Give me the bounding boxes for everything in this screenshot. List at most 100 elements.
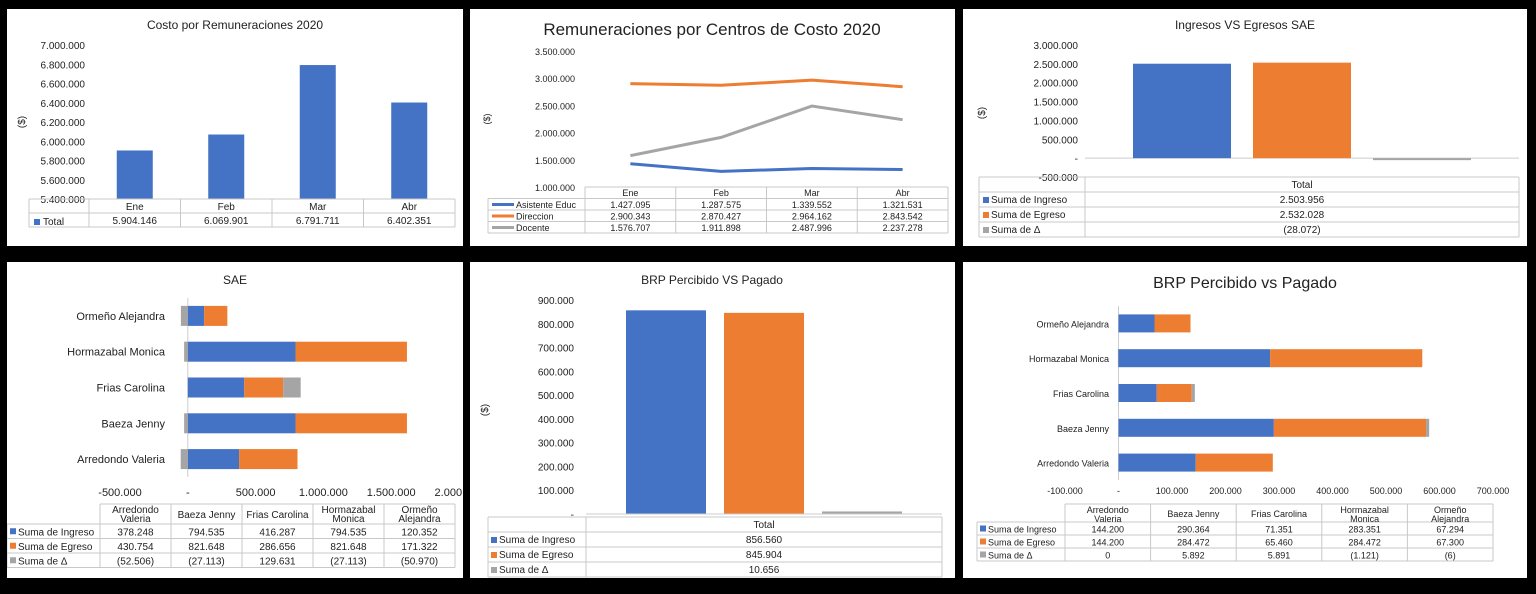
legend-label: Suma de Egreso: [988, 538, 1055, 548]
category-label: Mar: [804, 188, 820, 198]
category-header: Hormazabal: [1340, 505, 1389, 515]
table-cell: 2.532.028: [1280, 210, 1325, 221]
x-tick-label: 200.000: [1209, 486, 1242, 496]
table-cell: 821.648: [330, 542, 367, 553]
table-cell: 144.200: [1092, 538, 1125, 548]
table-cell: 1.576.707: [610, 223, 650, 233]
category-label: Baeza Jenny: [101, 418, 165, 430]
x-tick-label: 2.000.000: [435, 487, 463, 499]
bar: [180, 449, 188, 470]
chart-title: Costo por Remuneraciones 2020: [147, 18, 323, 32]
table-cell: 6.402.351: [387, 216, 432, 227]
x-tick-label: 600.000: [1423, 486, 1456, 496]
table-cell: 5.891: [1268, 551, 1291, 561]
legend-key: [491, 537, 497, 543]
table-cell: 5.904.146: [113, 216, 158, 227]
table-cell: 794.535: [330, 527, 367, 538]
category-label: Feb: [218, 202, 236, 213]
table-cell: 2.487.996: [792, 223, 832, 233]
table-cell: 120.352: [401, 527, 438, 538]
table-cell: 284.472: [1348, 538, 1381, 548]
bar: [1373, 158, 1471, 161]
table-cell: 67.300: [1436, 538, 1464, 548]
table-cell: 10.656: [749, 565, 780, 576]
bar: [1154, 314, 1191, 333]
table-cell: (50.970): [401, 556, 438, 567]
legend-label: Suma de Ingreso: [18, 527, 95, 538]
legend-label: Suma de Δ: [499, 565, 549, 576]
y-tick-label: 800.000: [538, 320, 575, 331]
y-tick-label: 200.000: [538, 462, 575, 473]
y-tick-label: 5.400.000: [41, 195, 86, 206]
table-cell: (27.113): [330, 556, 367, 567]
bar: [1426, 418, 1430, 437]
x-tick-label: 100.000: [1156, 486, 1189, 496]
bar: [184, 413, 188, 434]
legend-key: [980, 551, 986, 558]
y-axis-label: ($): [977, 107, 988, 119]
bar: [1118, 384, 1157, 402]
x-tick-label: 500.000: [236, 487, 276, 499]
chart-panel-sae-ingresos: Ingresos VS Egresos SAE -500.000-500.000 1…: [963, 9, 1527, 246]
table-cell: 1.427.095: [610, 200, 650, 210]
bar: [187, 449, 240, 470]
category-label: Hormazabal Monica: [1029, 354, 1109, 364]
table-cell: (28.072): [1283, 225, 1320, 236]
legend-label: Suma de Δ: [988, 551, 1033, 561]
category-header: Baeza Jenny: [178, 510, 236, 521]
legend-key: [983, 197, 989, 203]
category-label: Total: [753, 520, 774, 531]
table-cell: 67.294: [1436, 525, 1464, 535]
x-tick-label: -100.000: [1047, 486, 1083, 496]
table-cell: 144.200: [1092, 525, 1125, 535]
chart-panel-centros: Remuneraciones por Centros de Costo 2020…: [470, 9, 955, 246]
chart-title: Remuneraciones por Centros de Costo 2020: [543, 20, 880, 39]
table-cell: 2.964.162: [792, 212, 832, 222]
chart-title: BRP Percibido vs Pagado: [1153, 275, 1337, 292]
y-tick-label: 600.000: [538, 367, 575, 378]
legend-key: [10, 542, 16, 549]
y-tick-label: 6.400.000: [41, 99, 86, 110]
bar: [116, 150, 153, 199]
bar: [187, 341, 296, 362]
bar: [299, 65, 336, 199]
category-label: Arredondo Valeria: [77, 454, 166, 466]
bar: [208, 134, 245, 199]
table-cell: 2.237.278: [883, 223, 923, 233]
table-cell: 1.287.575: [701, 200, 741, 210]
category-header: Arredondo: [112, 505, 159, 516]
y-tick-label: -: [571, 510, 574, 521]
y-tick-label: 1.500.000: [1034, 98, 1079, 109]
y-tick-label: 2.500.000: [535, 101, 575, 111]
y-tick-label: -500.000: [1039, 173, 1079, 184]
category-header: Frias Carolina: [1251, 509, 1307, 519]
y-axis-label: ($): [482, 113, 492, 124]
bar: [1118, 453, 1196, 472]
table-cell: 845.904: [746, 550, 783, 561]
y-tick-label: 6.200.000: [41, 118, 86, 129]
bar: [184, 341, 188, 362]
y-tick-label: 6.000.000: [41, 137, 86, 148]
y-tick-label: 1.000.000: [535, 183, 575, 193]
category-header: Alejandra: [398, 514, 441, 525]
category-header: Monica: [1350, 514, 1379, 524]
legend-key: [983, 227, 989, 233]
y-tick-label: 700.000: [538, 344, 575, 355]
legend-label: Asistente Educ: [516, 200, 577, 210]
category-header: Ormeño: [401, 505, 438, 516]
bar: [295, 413, 407, 434]
category-label: Feb: [713, 188, 729, 198]
legend-key: [491, 567, 497, 573]
legend-key: [983, 212, 989, 218]
y-tick-label: 5.800.000: [41, 157, 86, 168]
bar: [283, 377, 301, 398]
chart-panel-costo: Costo por Remuneraciones 2020 5.400.000 5.…: [7, 9, 463, 246]
bar: [1273, 418, 1427, 437]
legend-label: Suma de Δ: [18, 556, 68, 567]
category-label: Hormazabal Monica: [67, 347, 166, 359]
legend-label: Suma de Egreso: [499, 550, 574, 561]
table-cell: 794.535: [188, 527, 225, 538]
category-header: Ormeño: [1434, 505, 1467, 515]
chart-panel-sae: SAE Arredondo Valeria Baeza Jenny Frias Car…: [7, 262, 463, 578]
y-tick-label: 6.800.000: [41, 60, 86, 71]
